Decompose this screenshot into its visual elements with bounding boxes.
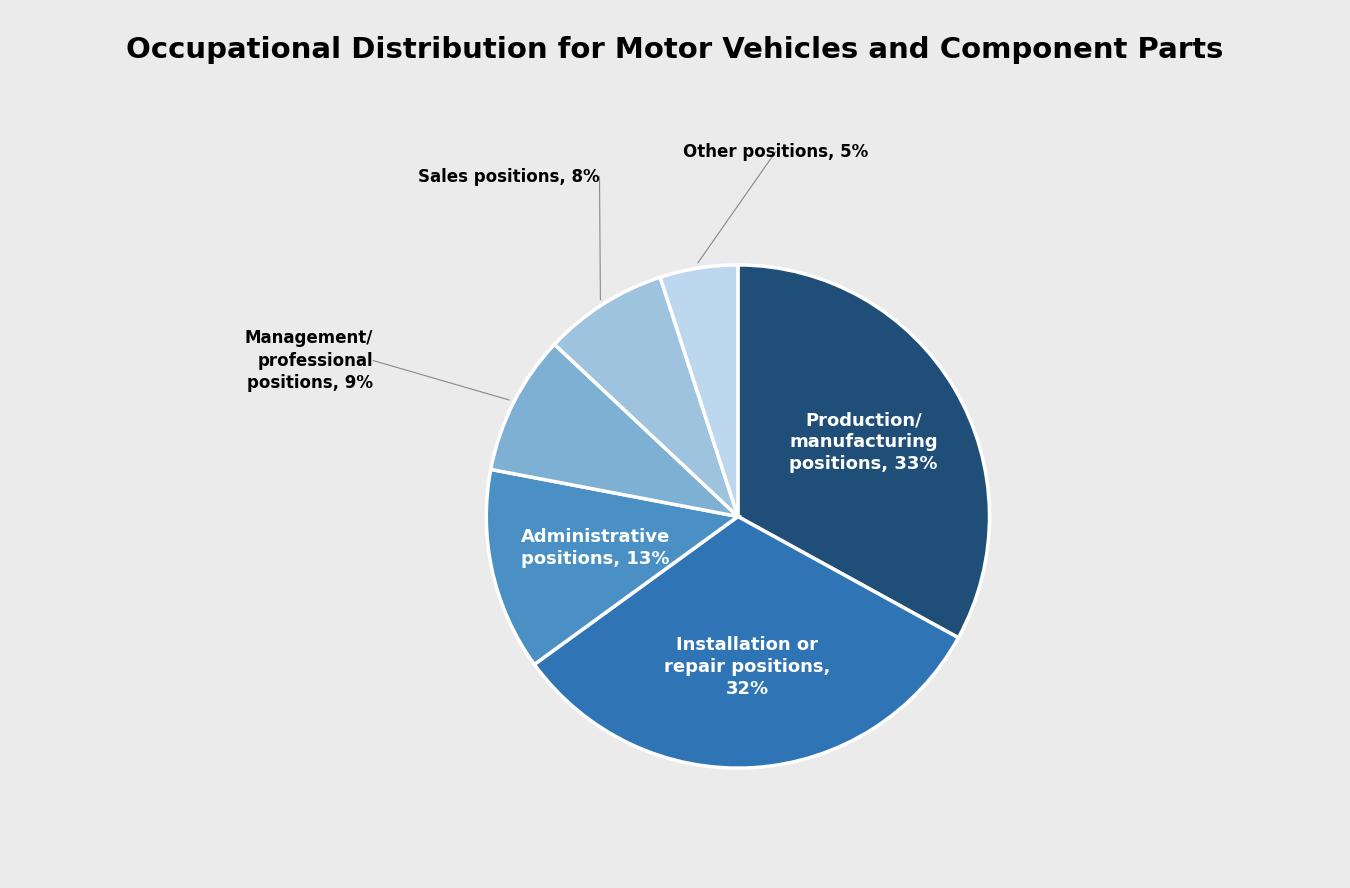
Text: Administrative
positions, 13%: Administrative positions, 13% <box>521 528 670 568</box>
Wedge shape <box>738 265 990 638</box>
Text: Other positions, 5%: Other positions, 5% <box>683 143 868 161</box>
Text: Management/
professional
positions, 9%: Management/ professional positions, 9% <box>244 329 373 392</box>
Text: Sales positions, 8%: Sales positions, 8% <box>418 168 599 186</box>
Text: Installation or
repair positions,
32%: Installation or repair positions, 32% <box>664 636 830 698</box>
Wedge shape <box>535 517 958 768</box>
Wedge shape <box>486 470 738 664</box>
Text: Production/
manufacturing
positions, 33%: Production/ manufacturing positions, 33% <box>790 411 938 473</box>
Wedge shape <box>660 265 738 517</box>
Wedge shape <box>491 345 738 517</box>
Wedge shape <box>555 277 738 517</box>
Title: Occupational Distribution for Motor Vehicles and Component Parts: Occupational Distribution for Motor Vehi… <box>127 36 1223 64</box>
